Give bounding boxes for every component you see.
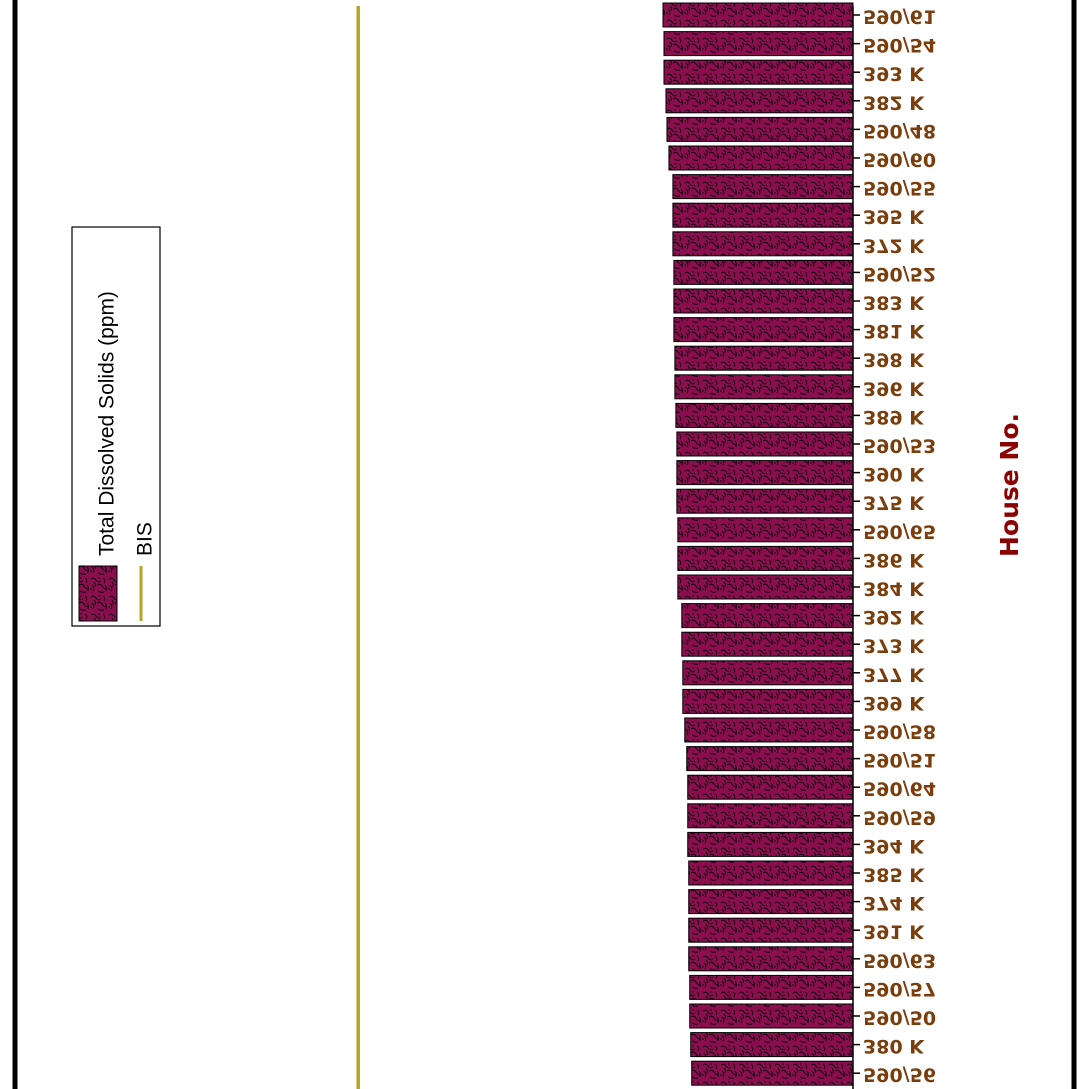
category-label-377-k: 377 K [863, 663, 925, 685]
bar-590-57 [689, 974, 854, 1000]
legend: Total Dissolved Solids (ppm) BIS [71, 226, 161, 627]
bar-372-k [672, 231, 854, 257]
category-label-396-k: 396 K [863, 377, 925, 399]
bar-385-k [688, 860, 854, 886]
bar-394-k [687, 831, 854, 857]
bar-399-k [682, 688, 854, 714]
category-label-385-k: 385 K [863, 864, 925, 886]
category-label-590-48: 590/48 [863, 120, 936, 142]
category-label-372-k: 372 K [863, 234, 925, 256]
bar-590-60 [668, 145, 854, 171]
legend-label-bis: BIS [134, 522, 157, 556]
category-label-391-k: 391 K [863, 921, 925, 943]
legend-label-tds: Total Dissolved Solids (ppm) [96, 291, 119, 556]
legend-swatch-tds [78, 565, 118, 622]
bar-375-k [676, 488, 854, 514]
bar-590-48 [666, 116, 854, 142]
category-label-590-57: 590/57 [863, 978, 936, 1000]
bar-590-59 [687, 803, 854, 829]
category-label-590-54: 590/54 [863, 34, 936, 56]
category-label-395-k: 395 K [863, 206, 925, 228]
bar-396-k [674, 374, 854, 400]
category-label-399-k: 399 K [863, 692, 925, 714]
category-label-389-k: 389 K [863, 406, 925, 428]
category-label-374-k: 374 K [863, 892, 925, 914]
bar-383-k [673, 288, 854, 314]
category-labels-group: 590/61 590/54 393 K 382 K 590/48 590/60 590/55… [863, 6, 936, 1086]
bar-373-k [681, 631, 854, 657]
bar-590-65 [677, 517, 854, 543]
bars-group [662, 2, 854, 1086]
bar-390-k [676, 460, 854, 486]
bar-590-56 [691, 1060, 854, 1086]
category-label-384-k: 384 K [863, 578, 925, 600]
category-label-590-63: 590/63 [863, 949, 936, 971]
category-label-393-k: 393 K [863, 63, 925, 85]
bar-590-54 [663, 31, 854, 57]
bar-590-63 [688, 946, 854, 972]
bar-393-k [663, 59, 854, 85]
category-label-392-k: 392 K [863, 606, 925, 628]
category-label-398-k: 398 K [863, 349, 925, 371]
category-label-590-56: 590/56 [863, 1064, 936, 1086]
bar-384-k [677, 574, 854, 600]
category-label-590-53: 590/53 [863, 435, 936, 457]
bar-395-k [672, 202, 854, 228]
legend-box [71, 226, 161, 627]
category-label-590-60: 590/60 [863, 149, 936, 171]
category-label-375-k: 375 K [863, 492, 925, 514]
bar-389-k [675, 402, 854, 428]
category-label-590-50: 590/50 [863, 1007, 936, 1029]
bar-374-k [688, 889, 854, 915]
category-label-590-59: 590/59 [863, 806, 936, 828]
bar-590-61 [662, 2, 854, 28]
category-label-380-k: 380 K [863, 1035, 925, 1057]
category-label-590-64: 590/64 [863, 778, 936, 800]
bar-590-50 [689, 1003, 854, 1029]
category-label-590-58: 590/58 [863, 721, 936, 743]
bar-392-k [681, 603, 854, 629]
bar-380-k [690, 1032, 854, 1058]
ticks-group [853, 14, 860, 1074]
bar-590-58 [684, 717, 854, 743]
bar-590-51 [686, 746, 854, 772]
category-label-386-k: 386 K [863, 549, 925, 571]
bar-590-53 [676, 431, 854, 457]
category-label-390-k: 390 K [863, 463, 925, 485]
bar-377-k [682, 660, 854, 686]
y-axis-title: House No. [995, 413, 1024, 557]
category-label-590-55: 590/55 [863, 177, 936, 199]
bar-590-55 [672, 174, 854, 200]
bar-398-k [674, 345, 854, 371]
category-label-381-k: 381 K [863, 320, 925, 342]
bar-382-k [665, 88, 854, 114]
bar-391-k [688, 917, 854, 943]
bar-590-64 [687, 774, 854, 800]
category-label-590-61: 590/61 [863, 6, 936, 28]
category-label-394-k: 394 K [863, 835, 925, 857]
category-label-590-52: 590/52 [863, 263, 936, 285]
bar-386-k [677, 545, 854, 571]
category-label-373-k: 373 K [863, 635, 925, 657]
category-label-383-k: 383 K [863, 292, 925, 314]
bar-590-52 [673, 259, 854, 285]
category-label-382-k: 382 K [863, 91, 925, 113]
category-label-590-51: 590/51 [863, 749, 936, 771]
category-label-590-65: 590/65 [863, 520, 936, 542]
bar-381-k [673, 317, 854, 343]
